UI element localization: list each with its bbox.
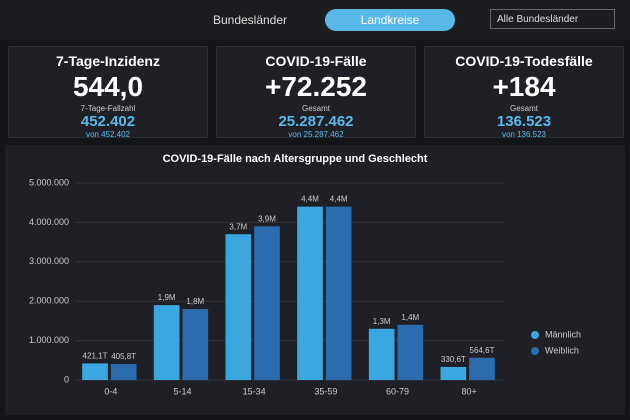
- dropdown[interactable]: Alle Bundesländer: [490, 9, 615, 29]
- value-label: 405,8T: [111, 352, 136, 361]
- x-tick-label: 35-59: [314, 386, 337, 396]
- bar: [182, 309, 209, 380]
- card-sub-note: von 136.523: [501, 130, 547, 139]
- y-tick-label: 4.000.000: [29, 217, 69, 227]
- card-title: 7-Tage-Inzidenz: [56, 53, 160, 69]
- y-tick-label: 0: [64, 374, 69, 384]
- card-sub-note: von 25.287.462: [288, 130, 344, 139]
- value-label: 1,4M: [401, 313, 419, 322]
- x-tick-label: 5-14: [173, 386, 191, 396]
- y-tick-label: 1.000.000: [29, 335, 69, 345]
- top-bar: Bundesländer Landkreise Alle Bundeslände…: [0, 0, 630, 40]
- card-value: +72.252: [265, 71, 367, 102]
- bar: [153, 305, 180, 380]
- tab-active[interactable]: Landkreise: [325, 9, 455, 31]
- card-value: 544,0: [72, 71, 144, 102]
- chart: COVID-19-Fälle nach Altersgruppe und Ges…: [5, 145, 625, 415]
- card-sub-value: 25.287.462: [278, 113, 354, 130]
- value-label: 1,9M: [158, 293, 176, 302]
- value-label: 4,4M: [330, 195, 348, 204]
- bar: [325, 206, 352, 380]
- legend-label: Weiblich: [545, 345, 579, 355]
- bar: [297, 206, 323, 380]
- value-label: 564,6T: [470, 346, 495, 355]
- card-sub-value: 452.402: [80, 113, 136, 130]
- card-value: +184: [492, 71, 556, 102]
- card-sub-label: 7-Tage-Fallzahl: [80, 104, 136, 113]
- bar: [254, 226, 280, 380]
- kpi-card: COVID-19-Todesfälle +184 Gesamt 136.523 von …: [424, 46, 624, 139]
- bar: [469, 357, 495, 380]
- legend-swatch: [531, 347, 539, 355]
- legend-swatch: [531, 331, 539, 339]
- value-label: 3,7M: [229, 222, 247, 231]
- value-label: 1,3M: [373, 317, 391, 326]
- bar: [440, 366, 467, 380]
- value-label: 421,1T: [83, 352, 108, 361]
- y-tick-label: 3.000.000: [29, 256, 69, 266]
- bar: [82, 363, 108, 380]
- value-label: 1,8M: [186, 297, 204, 306]
- card-sub-label: Gesamt: [301, 104, 330, 113]
- kpi-card: COVID-19-Fälle +72.252 Gesamt 25.287.462 von…: [216, 46, 416, 139]
- kpi-card: 7-Tage-Inzidenz 544,0 7-Tage-Fallzahl 452.4…: [8, 46, 208, 139]
- legend-label: Männlich: [545, 329, 581, 339]
- y-tick-label: 2.000.000: [29, 296, 69, 306]
- x-tick-label: 0-4: [104, 386, 117, 396]
- bar: [110, 364, 137, 380]
- card-sub-value: 136.523: [496, 113, 552, 130]
- bar: [397, 324, 424, 380]
- value-label: 4,4M: [301, 195, 319, 204]
- chart-title: COVID-19-Fälle nach Altersgruppe und Ges…: [163, 153, 428, 165]
- value-label: 3,9M: [258, 214, 276, 223]
- card-sub-note: von 452.402: [85, 130, 131, 139]
- card-title: COVID-19-Todesfälle: [455, 53, 593, 69]
- card-title: COVID-19-Fälle: [265, 53, 367, 69]
- card-sub-label: Gesamt: [509, 104, 538, 113]
- value-label: 330,6T: [441, 355, 466, 364]
- y-tick-label: 5.000.000: [29, 177, 69, 187]
- x-tick-label: 60-79: [386, 386, 409, 396]
- x-tick-label: 80+: [462, 386, 477, 396]
- bar: [225, 234, 252, 380]
- tab[interactable]: Bundesländer: [212, 13, 288, 27]
- bar: [368, 328, 395, 380]
- x-tick-label: 15-34: [243, 386, 266, 396]
